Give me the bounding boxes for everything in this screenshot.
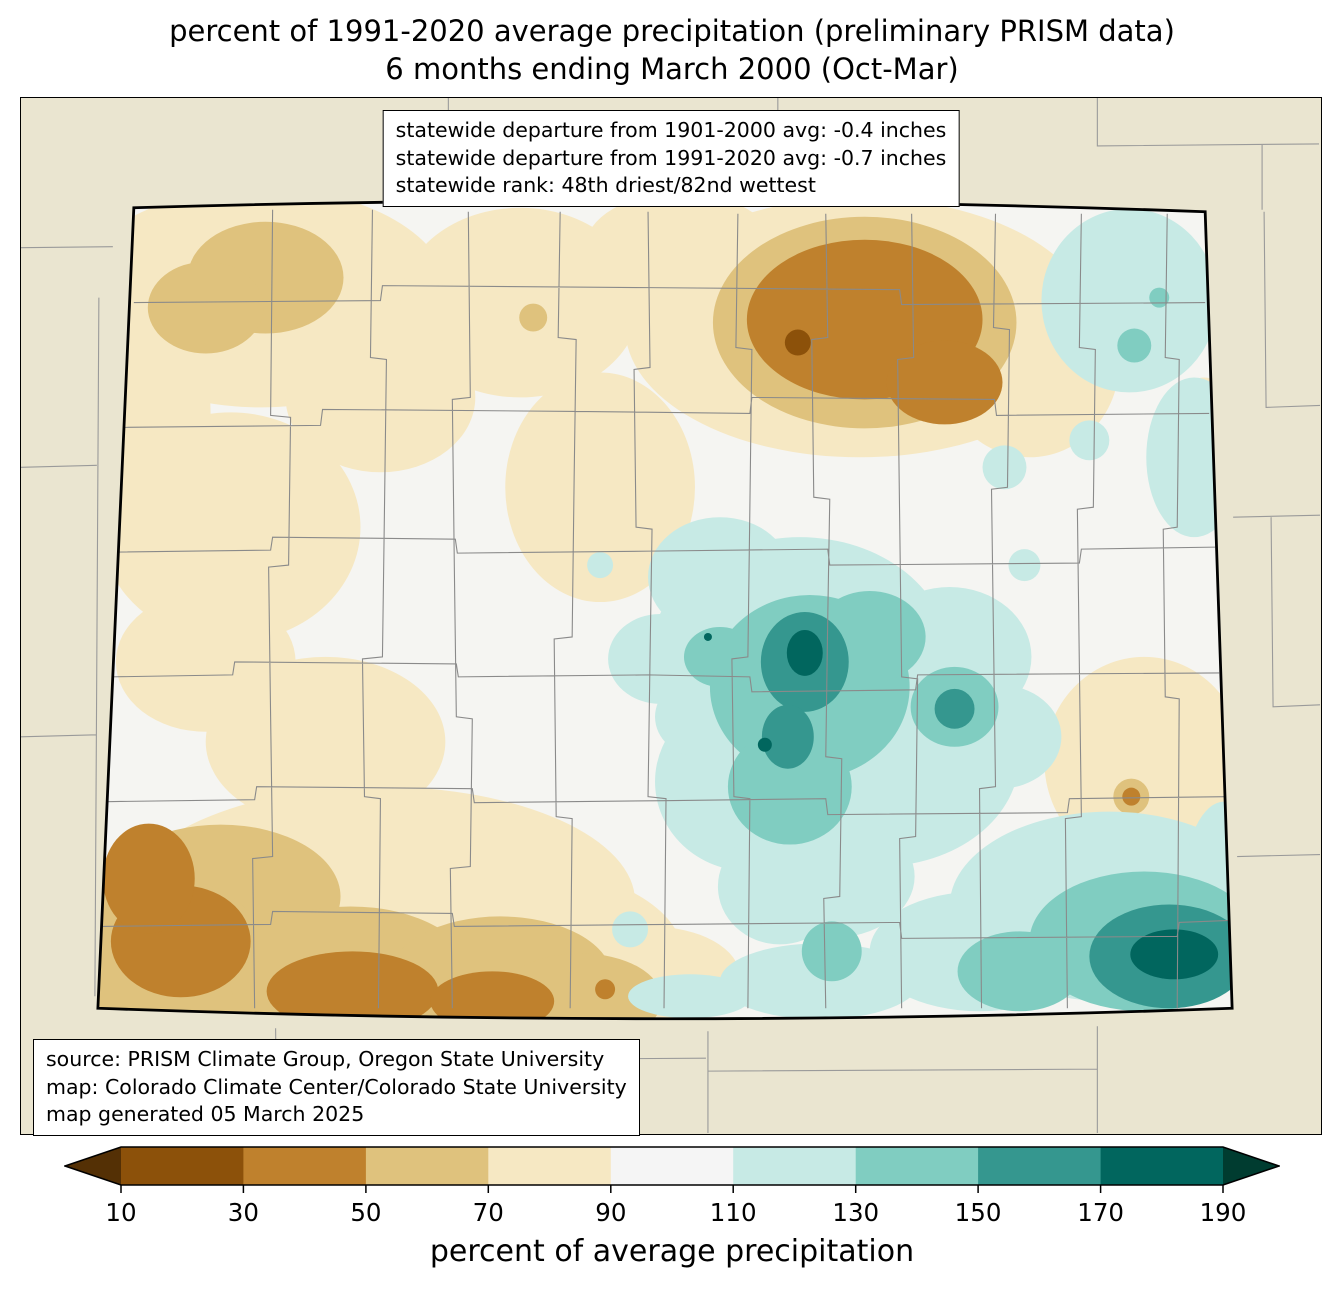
title-line-1: percent of 1991-2020 average precipitati… (169, 14, 1175, 48)
band-30-50 (102, 239, 1141, 1019)
colorbar-tick-label: 170 (1077, 1198, 1125, 1227)
stats-line-3: statewide rank: 48th driest/82nd wettest (395, 173, 816, 197)
colorbar-segment (610, 1147, 734, 1185)
colorbar-segment (855, 1147, 979, 1185)
colorbar-segment (243, 1147, 367, 1185)
colorado-precip-map-svg (21, 98, 1321, 1134)
colorbar-segment (365, 1147, 489, 1185)
colorbar-tick-labels: 10 30 50 70 90 110 130 150 170 190 (64, 1196, 1280, 1228)
colorbar-tick-label: 190 (1199, 1198, 1247, 1227)
colorbar: 10 30 50 70 90 110 130 150 170 190 perce… (64, 1146, 1280, 1269)
colorbar-tick-marks (120, 1185, 1224, 1193)
band-170-190 (703, 629, 1219, 980)
colorbar-tick-label: 110 (709, 1198, 757, 1227)
map-frame: statewide departure from 1901-2000 avg: … (20, 97, 1322, 1136)
source-line-3: map generated 05 March 2025 (46, 1102, 365, 1126)
colorbar-axis-label: percent of average precipitation (429, 1234, 915, 1269)
colorbar-under-arrow (65, 1147, 121, 1185)
colorbar-svg (64, 1146, 1280, 1193)
colorbar-tick-label: 30 (227, 1198, 259, 1227)
colorbar-segment (978, 1147, 1101, 1185)
statewide-stats-box: statewide departure from 1901-2000 avg: … (382, 110, 960, 207)
source-line-2: map: Colorado Climate Center/Colorado St… (46, 1074, 627, 1099)
colorbar-segment (733, 1147, 857, 1185)
colorbar-tick-label: 150 (954, 1198, 1002, 1227)
band-10-30 (784, 329, 811, 356)
source-line-1: source: PRISM Climate Group, Oregon Stat… (46, 1047, 605, 1071)
colorbar-segment (488, 1147, 612, 1185)
colorbar-segment (1100, 1147, 1223, 1185)
stats-line-2: statewide departure from 1991-2020 avg: … (395, 145, 947, 170)
source-credits-box: source: PRISM Climate Group, Oregon Stat… (33, 1039, 640, 1136)
colorbar-segment (121, 1147, 244, 1185)
stats-line-1: statewide departure from 1901-2000 avg: … (395, 118, 947, 142)
colorbar-tick-label: 70 (472, 1198, 504, 1227)
colorbar-tick-label: 10 (105, 1198, 137, 1227)
colorbar-tick-label: 130 (832, 1198, 880, 1227)
title-line-2: 6 months ending March 2000 (Oct-Mar) (385, 52, 959, 86)
colorbar-over-arrow (1223, 1147, 1279, 1185)
county-borders (102, 209, 1230, 1009)
colorbar-tick-label: 90 (595, 1198, 627, 1227)
figure-title: percent of 1991-2020 average precipitati… (0, 12, 1344, 88)
colorbar-tick-label: 50 (350, 1198, 382, 1227)
